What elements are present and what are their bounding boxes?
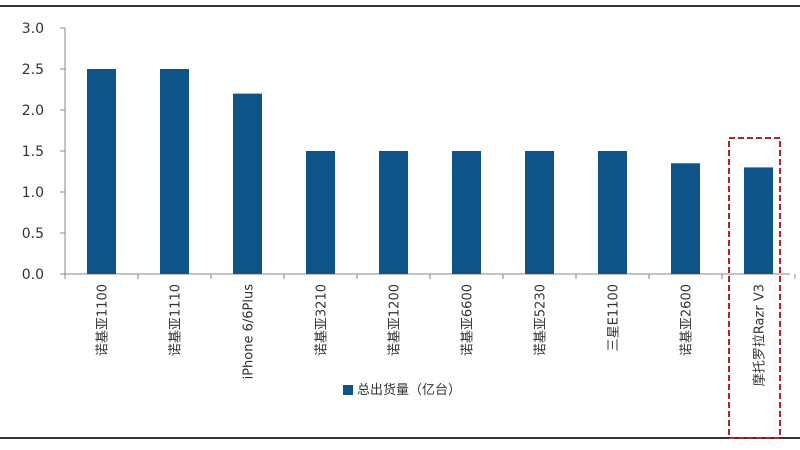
x-tick-label: 摩托罗拉Razr V3: [752, 284, 768, 386]
x-tick-label: 三星E1100: [607, 284, 622, 351]
y-tick-label: 2.5: [22, 62, 44, 78]
legend-label: 总出货量（亿台）: [357, 382, 461, 398]
x-tick-label: 诺基亚5230: [534, 284, 549, 356]
x-tick-label: 诺基亚1200: [388, 284, 403, 356]
bar: [233, 93, 262, 274]
x-tick-label: 诺基亚1100: [96, 284, 111, 356]
bars-group: [87, 69, 773, 274]
x-tick-label: iPhone 6/6Plus: [242, 284, 257, 380]
legend-swatch: [343, 385, 353, 395]
bar: [379, 151, 408, 274]
bar: [452, 151, 481, 274]
bar: [598, 151, 627, 274]
y-tick-label: 1.0: [22, 185, 44, 201]
x-tick-label: 诺基亚2600: [680, 284, 695, 356]
bar: [306, 151, 335, 274]
x-tick-label: 诺基亚6600: [461, 284, 476, 356]
bar: [525, 151, 554, 274]
y-tick-label: 0.5: [22, 226, 44, 242]
y-tick-label: 3.0: [22, 21, 44, 37]
legend: 总出货量（亿台）: [343, 382, 461, 398]
x-tick-label: 诺基亚1110: [169, 284, 184, 356]
bar: [87, 69, 116, 274]
bar: [671, 163, 700, 274]
x-tick-labels: 诺基亚1100 诺基亚1110 iPhone 6/6Plus 诺基亚3210 诺基亚12…: [96, 284, 768, 386]
y-axis: 0.0 0.5 1.0 1.5 2.0 2.5 3.0: [22, 21, 66, 283]
y-tick-label: 0.0: [22, 267, 44, 283]
x-tick-label: 诺基亚3210: [315, 284, 330, 356]
bar: [160, 69, 189, 274]
bar: [744, 167, 773, 274]
y-tick-label: 1.5: [22, 144, 44, 160]
x-axis: [64, 273, 796, 279]
y-tick-label: 2.0: [22, 103, 44, 119]
highlight-box: [728, 137, 781, 439]
